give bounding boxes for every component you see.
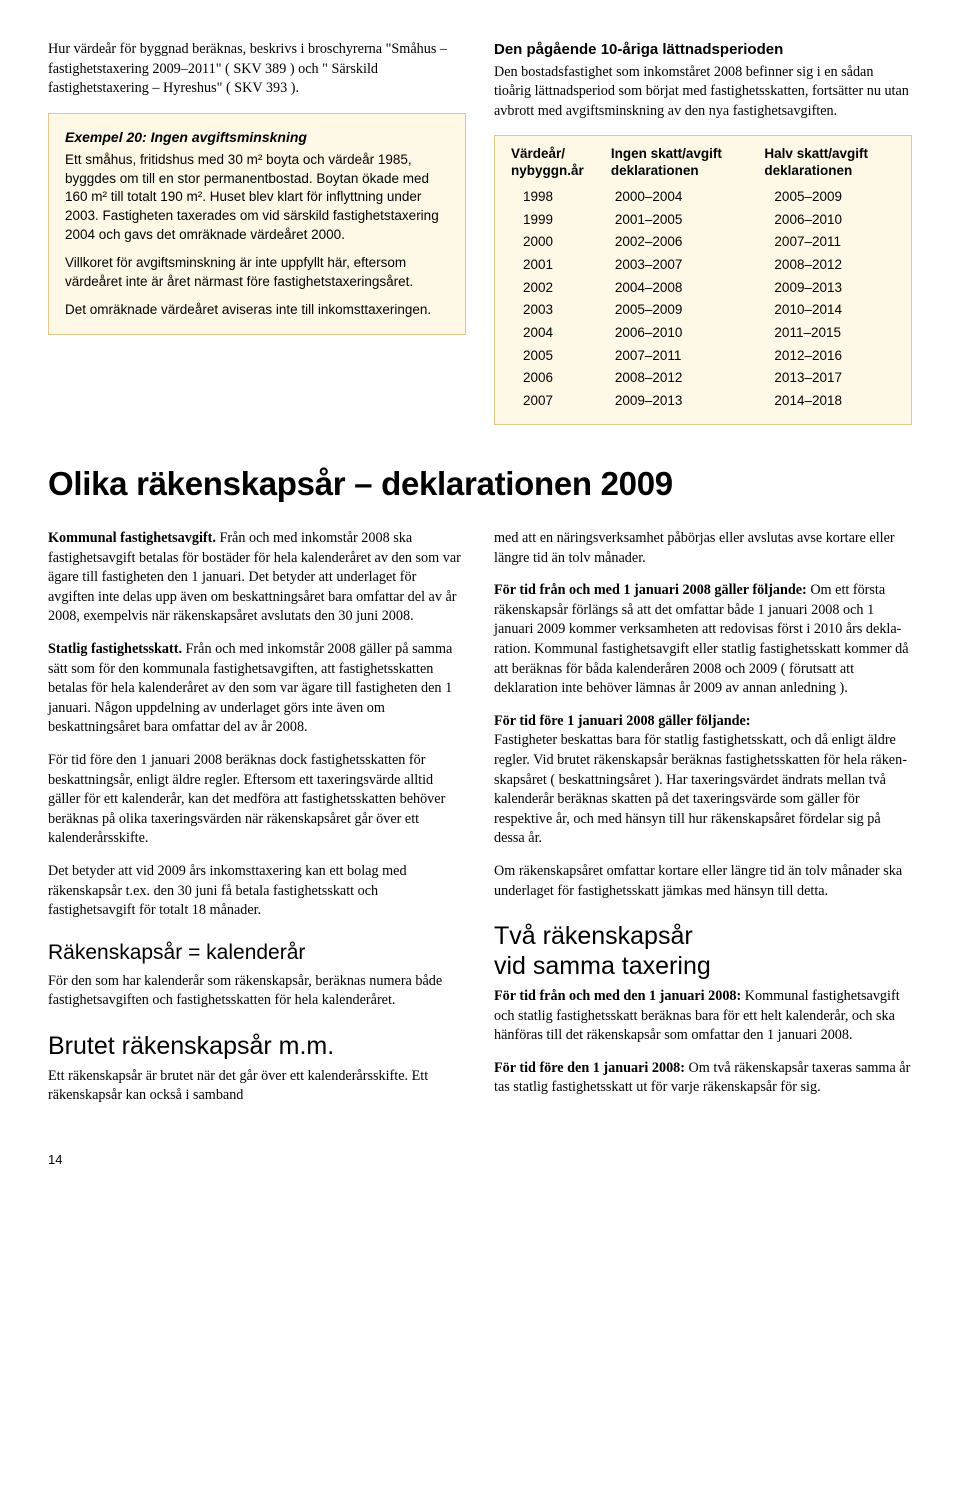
- lattnad-table: Värdeår/ nybyggn.år Ingen skatt/avgift d…: [494, 135, 912, 425]
- table-row: 20072009–20132014–2018: [511, 390, 895, 413]
- left-p1: Kommunal fastighetsavgift. Från och med …: [48, 529, 466, 627]
- left-p2: Statlig fastighetsskatt. Från och med in…: [48, 640, 466, 738]
- top-right-column: Den pågående 10-åriga lättnadsperioden D…: [494, 40, 912, 425]
- left-p2-bold: Statlig fastighetsskatt.: [48, 641, 182, 657]
- left-p5: För den som har kalenderår som räkenskap…: [48, 972, 466, 1011]
- table-cell: 2001: [511, 256, 611, 275]
- top-left-intro: Hur värdeår för byggnad beräknas, beskri…: [48, 40, 466, 99]
- th1-line1: Värdeår/: [511, 146, 565, 161]
- top-left-column: Hur värdeår för byggnad beräknas, beskri…: [48, 40, 466, 425]
- example-para-3: Det omräknade värdeåret aviseras inte ti…: [65, 301, 449, 320]
- table-cell: 2008–2012: [611, 369, 765, 388]
- th2-line1: Ingen skatt/avgift: [611, 146, 722, 161]
- right-p5-bold: För tid från och med den 1 januari 2008:: [494, 988, 741, 1004]
- top-section: Hur värdeår för byggnad beräknas, beskri…: [48, 40, 912, 425]
- table-cell: 2004: [511, 324, 611, 343]
- table-row: 20032005–20092010–2014: [511, 299, 895, 322]
- table-cell: 2003–2007: [611, 256, 765, 275]
- main-heading: Olika räkenskapsår – deklarationen 2009: [48, 461, 912, 507]
- right-p6-bold: För tid före den 1 januari 2008:: [494, 1060, 685, 1076]
- table-cell: 1999: [511, 211, 611, 230]
- table-cell: 2005–2009: [764, 188, 895, 207]
- table-cell: 2007: [511, 392, 611, 411]
- lower-left-column: Kommunal fastighetsavgift. Från och med …: [48, 529, 466, 1119]
- left-heading-2: Brutet räkenskapsår m.m.: [48, 1031, 466, 1061]
- th3-line1: Halv skatt/avgift: [764, 146, 868, 161]
- table-cell: 2013–2017: [764, 369, 895, 388]
- table-row: 20052007–20112012–2016: [511, 345, 895, 368]
- table-cell: 2000–2004: [611, 188, 765, 207]
- table-cell: 2005–2009: [611, 301, 765, 320]
- table-cell: 2002–2006: [611, 233, 765, 252]
- right-p2: För tid från och med 1 januari 2008 gäll…: [494, 581, 912, 699]
- right-p3-bold: För tid före 1 januari 2008 gäller följa…: [494, 713, 751, 729]
- table-row: 20012003–20072008–2012: [511, 254, 895, 277]
- right-p2-text: Om ett första räkenskapsår förlängs så a…: [494, 582, 909, 696]
- table-cell: 2012–2016: [764, 347, 895, 366]
- right-h1-line1: Två räkenskapsår: [494, 922, 693, 950]
- right-h1-line2: vid samma taxering: [494, 952, 711, 980]
- table-row: 20062008–20122013–2017: [511, 367, 895, 390]
- th2-line2: deklarationen: [611, 163, 699, 178]
- th1-line2: nybyggn.år: [511, 163, 584, 178]
- table-row: 20022004–20082009–2013: [511, 277, 895, 300]
- left-p1-bold: Kommunal fastighetsavgift.: [48, 530, 216, 546]
- table-cell: 2002: [511, 279, 611, 298]
- table-cell: 2001–2005: [611, 211, 765, 230]
- lower-section: Kommunal fastighetsavgift. Från och med …: [48, 529, 912, 1119]
- table-cell: 2007–2011: [611, 347, 765, 366]
- right-p3-text: Fastigheter beskattas bara för statlig f…: [494, 732, 907, 846]
- table-cell: 2010–2014: [764, 301, 895, 320]
- lower-right-column: med att en näringsverksamhet påbörjas el…: [494, 529, 912, 1119]
- right-heading-1: Två räkenskapsår vid samma taxering: [494, 921, 912, 981]
- left-p4: Det betyder att vid 2009 års inkomsttaxe…: [48, 862, 466, 921]
- table-cell: 2006: [511, 369, 611, 388]
- table-cell: 2008–2012: [764, 256, 895, 275]
- table-cell: 2003: [511, 301, 611, 320]
- table-cell: 2009–2013: [611, 392, 765, 411]
- left-p3: För tid före den 1 januari 2008 beräknas…: [48, 751, 466, 849]
- right-p3: För tid före 1 januari 2008 gäller följa…: [494, 712, 912, 849]
- example-para-1: Ett småhus, fritidshus med 30 m² boyta o…: [65, 151, 449, 244]
- right-p5: För tid från och med den 1 januari 2008:…: [494, 987, 912, 1046]
- page-number: 14: [48, 1151, 912, 1169]
- table-cell: 2007–2011: [764, 233, 895, 252]
- table-cell: 2004–2008: [611, 279, 765, 298]
- table-header-2: Ingen skatt/avgift deklarationen: [611, 146, 765, 180]
- table-cell: 2005: [511, 347, 611, 366]
- table-body: 19982000–20042005–200919992001–20052006–…: [511, 186, 895, 412]
- example-box: Exempel 20: Ingen avgiftsminskning Ett s…: [48, 113, 466, 335]
- left-p6: Ett räkenskapsår är brutet när det går ö…: [48, 1067, 466, 1106]
- right-top-heading: Den pågående 10-åriga lättnadsperioden: [494, 40, 912, 61]
- th3-line2: deklarationen: [764, 163, 852, 178]
- table-row: 20042006–20102011–2015: [511, 322, 895, 345]
- table-header-1: Värdeår/ nybyggn.år: [511, 146, 611, 180]
- right-p6: För tid före den 1 januari 2008: Om två …: [494, 1059, 912, 1098]
- right-top-para: Den bostadsfastighet som inkomståret 200…: [494, 63, 912, 122]
- table-cell: 2014–2018: [764, 392, 895, 411]
- table-row: 19982000–20042005–2009: [511, 186, 895, 209]
- table-header-3: Halv skatt/avgift deklarationen: [764, 146, 895, 180]
- right-p2-bold: För tid från och med 1 januari 2008 gäll…: [494, 582, 807, 598]
- table-cell: 2011–2015: [764, 324, 895, 343]
- example-para-2: Villkoret för avgiftsminskning är inte u…: [65, 254, 449, 291]
- left-heading-1: Räkenskapsår = kalenderår: [48, 939, 466, 968]
- table-cell: 2006–2010: [611, 324, 765, 343]
- right-p1: med att en näringsverksamhet påbörjas el…: [494, 529, 912, 568]
- table-cell: 2000: [511, 233, 611, 252]
- table-cell: 2009–2013: [764, 279, 895, 298]
- example-title: Exempel 20: Ingen avgiftsminskning: [65, 128, 449, 147]
- right-p4: Om räkenskapsåret omfattar kortare eller…: [494, 862, 912, 901]
- table-row: 19992001–20052006–2010: [511, 209, 895, 232]
- table-cell: 1998: [511, 188, 611, 207]
- table-row: 20002002–20062007–2011: [511, 231, 895, 254]
- table-cell: 2006–2010: [764, 211, 895, 230]
- table-header: Värdeår/ nybyggn.år Ingen skatt/avgift d…: [511, 146, 895, 180]
